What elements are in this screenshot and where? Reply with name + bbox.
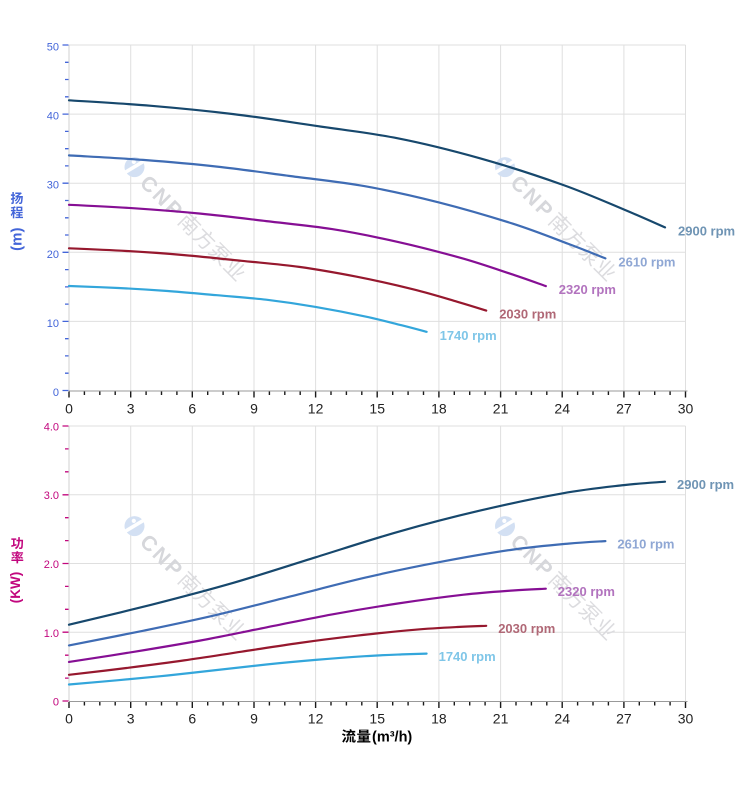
svg-text:(KW): (KW) [8,572,23,603]
svg-text:27: 27 [616,401,632,417]
svg-text:12: 12 [308,401,324,417]
svg-text:6: 6 [188,401,196,417]
svg-text:9: 9 [250,401,258,417]
svg-text:21: 21 [493,711,509,727]
svg-text:4.0: 4.0 [44,422,59,434]
svg-text:18: 18 [431,401,447,417]
svg-text:2900 rpm: 2900 rpm [677,477,734,492]
svg-text:(m³/h): (m³/h) [372,730,412,746]
svg-text:1740 rpm: 1740 rpm [439,649,496,664]
svg-text:10: 10 [47,318,59,330]
svg-text:0: 0 [65,401,73,417]
svg-text:50: 50 [47,42,59,54]
svg-text:21: 21 [493,401,509,417]
svg-text:2610 rpm: 2610 rpm [617,536,674,551]
svg-text:0: 0 [53,697,59,709]
svg-text:15: 15 [369,401,385,417]
svg-text:3: 3 [127,401,135,417]
svg-text:18: 18 [431,711,447,727]
svg-text:3: 3 [127,711,135,727]
svg-text:1740 rpm: 1740 rpm [440,328,497,343]
svg-text:15: 15 [369,711,385,727]
svg-text:30: 30 [678,401,694,417]
svg-text:(m): (m) [9,228,26,251]
svg-text:0: 0 [65,711,73,727]
svg-text:0: 0 [53,387,59,399]
svg-text:20: 20 [47,249,59,261]
svg-text:2030 rpm: 2030 rpm [499,307,556,322]
svg-text:24: 24 [554,711,570,727]
svg-text:24: 24 [554,401,570,417]
svg-text:1.0: 1.0 [44,628,59,640]
svg-text:2900 rpm: 2900 rpm [678,223,735,238]
svg-text:2320 rpm: 2320 rpm [559,282,616,297]
svg-text:30: 30 [47,180,59,192]
svg-text:3.0: 3.0 [44,490,59,502]
svg-text:9: 9 [250,711,258,727]
svg-text:2.0: 2.0 [44,559,59,571]
svg-text:2320 rpm: 2320 rpm [558,584,615,599]
svg-text:40: 40 [47,111,59,123]
svg-text:2610 rpm: 2610 rpm [618,254,675,269]
svg-text:12: 12 [308,711,324,727]
svg-text:27: 27 [616,711,632,727]
svg-text:6: 6 [188,711,196,727]
svg-text:2030 rpm: 2030 rpm [498,621,555,636]
svg-text:30: 30 [678,711,694,727]
